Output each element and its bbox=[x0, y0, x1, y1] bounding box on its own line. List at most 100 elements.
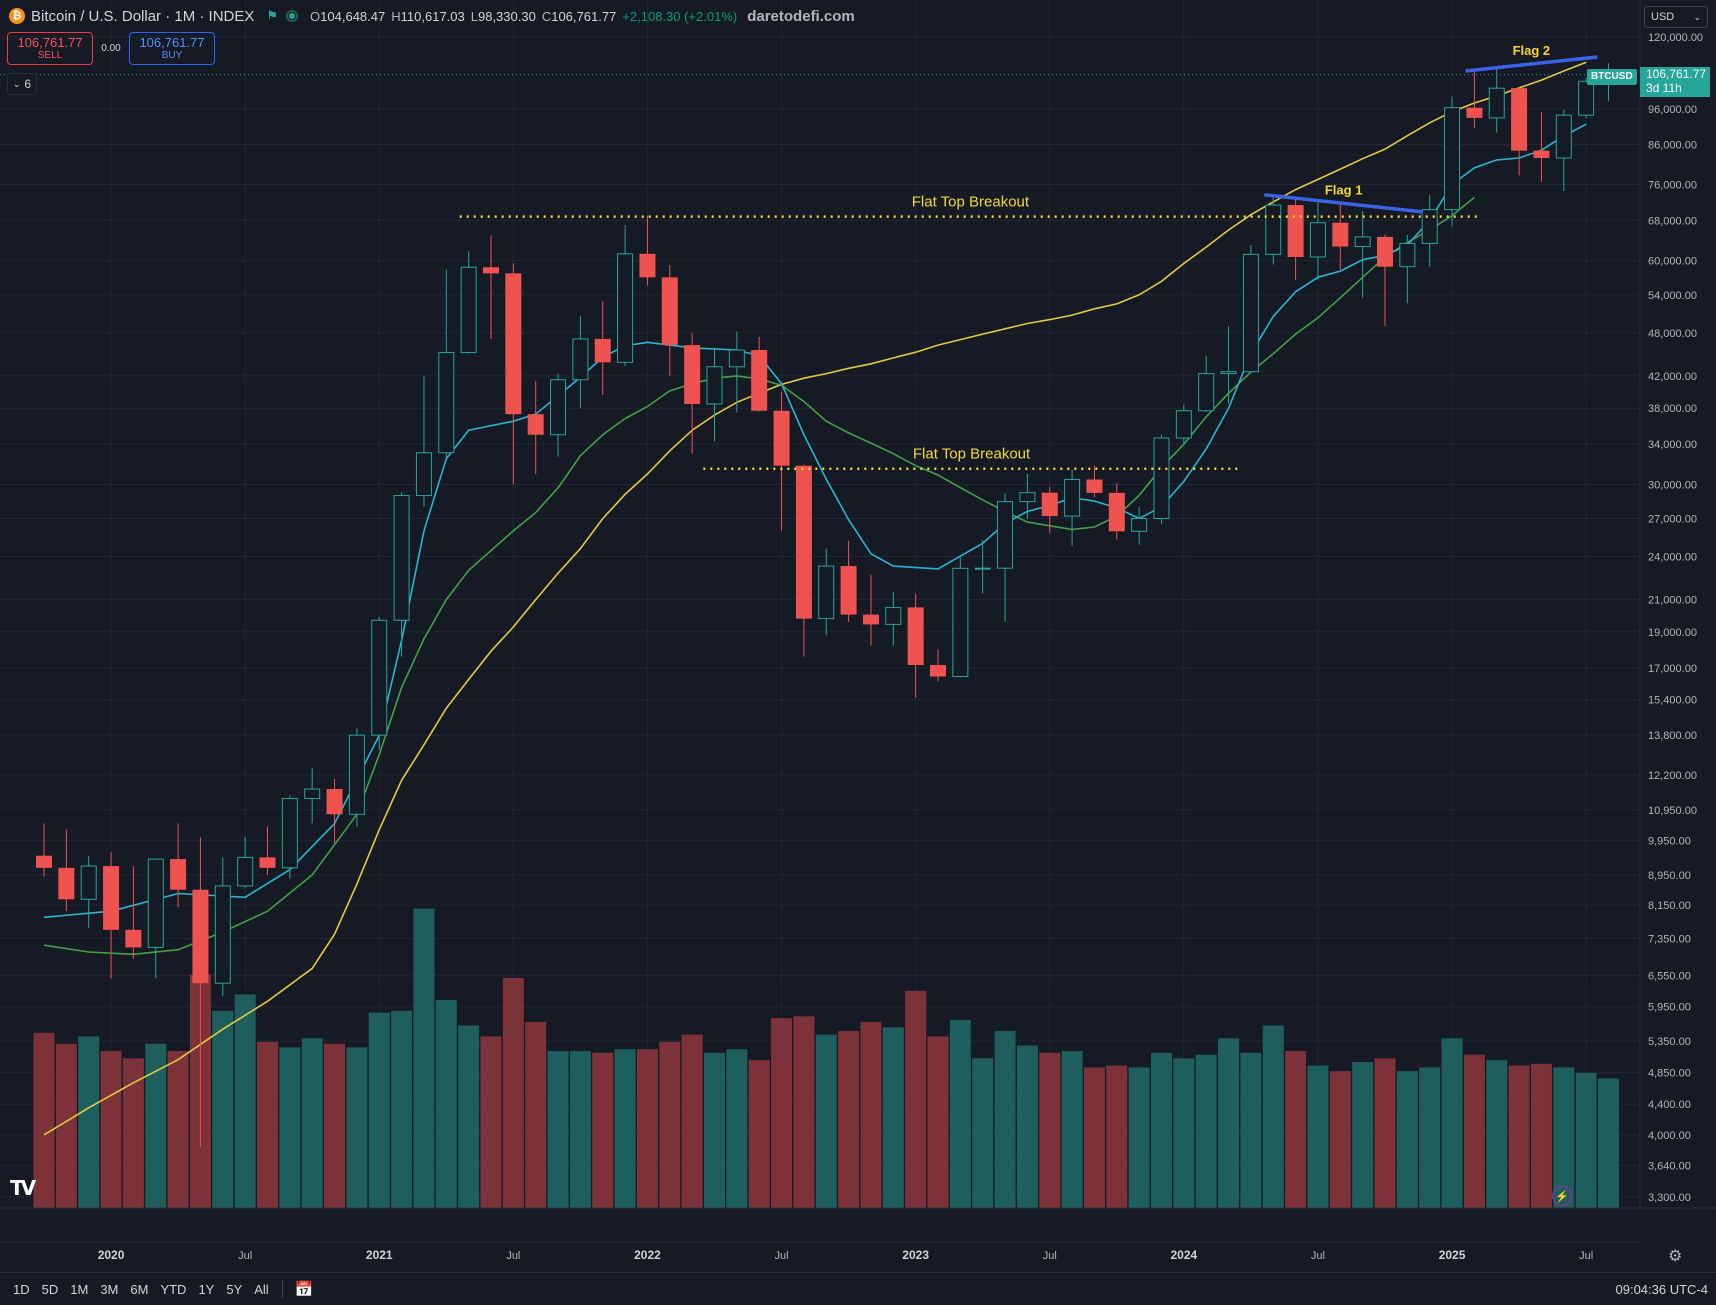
price-tick-label: 4,400.00 bbox=[1648, 1099, 1691, 1111]
range-5y-button[interactable]: 5Y bbox=[226, 1281, 243, 1297]
candle-body bbox=[393, 495, 410, 621]
buy-label: BUY bbox=[161, 50, 183, 61]
volume-bar bbox=[458, 1025, 480, 1208]
time-tick-label: Jul bbox=[1311, 1250, 1325, 1262]
range-6m-button[interactable]: 6M bbox=[130, 1281, 149, 1297]
trade-panel: 106,761.77 SELL 0.00 106,761.77 BUY bbox=[7, 32, 215, 65]
volume-bar bbox=[122, 1058, 144, 1208]
price-axis-bg bbox=[1640, 0, 1716, 1272]
range-1m-button[interactable]: 1M bbox=[70, 1281, 89, 1297]
market-status-icon[interactable] bbox=[286, 10, 299, 22]
candle-body bbox=[550, 379, 567, 436]
volume-bar bbox=[681, 1034, 703, 1208]
volume-bar bbox=[1173, 1058, 1195, 1208]
volume-bar bbox=[882, 1027, 904, 1208]
breakout-label: Flat Top Breakout bbox=[912, 194, 1030, 211]
candle-body bbox=[1019, 492, 1036, 503]
price-tick-label: 15,400.00 bbox=[1648, 695, 1697, 707]
range-all-button[interactable]: All bbox=[254, 1281, 269, 1297]
volume-bar bbox=[1016, 1045, 1038, 1208]
candle-body bbox=[684, 345, 701, 404]
candle-body bbox=[594, 338, 611, 363]
buy-button[interactable]: 106,761.77 BUY bbox=[129, 32, 215, 65]
time-tick-label: Jul bbox=[775, 1250, 789, 1262]
volume-bar bbox=[1039, 1052, 1061, 1208]
symbol-title[interactable]: Bitcoin / U.S. Dollar · 1M · INDEX bbox=[31, 7, 255, 25]
volume-bar bbox=[1307, 1065, 1329, 1208]
ma-mid-line bbox=[43, 196, 1475, 956]
candle-body bbox=[572, 338, 589, 381]
volume-bar bbox=[1061, 1051, 1083, 1208]
volume-bar bbox=[905, 990, 927, 1208]
flag-icon[interactable]: ⚑ bbox=[266, 8, 279, 23]
volume-bar bbox=[1530, 1063, 1552, 1208]
time-tick-label: Jul bbox=[506, 1250, 520, 1262]
range-3m-button[interactable]: 3M bbox=[100, 1281, 119, 1297]
volume-bar bbox=[234, 994, 256, 1208]
range-5d-button[interactable]: 5D bbox=[41, 1281, 59, 1297]
time-tick-label: 2023 bbox=[902, 1248, 929, 1262]
gear-icon[interactable]: ⚙ bbox=[1668, 1248, 1683, 1265]
volume-bar bbox=[279, 1047, 301, 1208]
candle-body bbox=[1198, 373, 1215, 412]
last-price-label: 106,761.77 3d 11h bbox=[1640, 67, 1710, 97]
volume-bar bbox=[569, 1051, 591, 1208]
currency-select[interactable]: USD ⌄ bbox=[1644, 6, 1708, 28]
currency-value: USD bbox=[1651, 11, 1675, 23]
indicators-toggle[interactable]: ⌄ 6 bbox=[7, 73, 37, 95]
time-tick-label: Jul bbox=[238, 1250, 252, 1262]
candle-body bbox=[751, 350, 768, 411]
volume-bar bbox=[301, 1038, 323, 1208]
candle-body bbox=[639, 253, 656, 278]
close-value: 106,761.77 bbox=[551, 8, 617, 24]
brand-watermark: daretodefi.com bbox=[747, 7, 855, 25]
candle-body bbox=[1175, 410, 1192, 439]
range-ytd-button[interactable]: YTD bbox=[160, 1281, 187, 1297]
candle-body bbox=[1309, 222, 1326, 258]
chart-header: ₿ Bitcoin / U.S. Dollar · 1M · INDEX ⚑ O… bbox=[0, 0, 855, 32]
tradingview-logo[interactable]: TV bbox=[10, 1176, 36, 1200]
candle-body bbox=[1220, 371, 1237, 375]
range-1d-button[interactable]: 1D bbox=[13, 1281, 30, 1297]
volume-bar bbox=[1083, 1067, 1105, 1208]
volume-bar bbox=[1285, 1051, 1307, 1208]
price-tick-label: 4,850.00 bbox=[1648, 1068, 1691, 1080]
candle-body bbox=[125, 929, 142, 948]
candle-body bbox=[103, 866, 120, 930]
price-tick-label: 120,000.00 bbox=[1648, 32, 1703, 44]
candle-body bbox=[1153, 437, 1170, 520]
candle-body bbox=[1086, 479, 1103, 493]
candle-body bbox=[617, 253, 634, 363]
volume-bar bbox=[748, 1060, 770, 1208]
price-tick-label: 68,000.00 bbox=[1648, 215, 1697, 227]
volume-bar bbox=[994, 1030, 1016, 1208]
candle-body bbox=[840, 566, 857, 615]
candle-body bbox=[237, 856, 254, 887]
price-tick-label: 60,000.00 bbox=[1648, 256, 1697, 268]
candle-body bbox=[192, 889, 209, 984]
clock[interactable]: 09:04:36 UTC-4 bbox=[1615, 1281, 1709, 1297]
sell-button[interactable]: 106,761.77 SELL bbox=[7, 32, 93, 65]
flag-line bbox=[1465, 55, 1598, 73]
volume-bar bbox=[1575, 1072, 1597, 1208]
volume-bar bbox=[771, 1018, 793, 1208]
flag-label: Flag 2 bbox=[1513, 43, 1551, 58]
time-tick-label: 2022 bbox=[634, 1248, 661, 1262]
volume-bar bbox=[972, 1058, 994, 1208]
candle-body bbox=[281, 798, 298, 869]
volume-bar bbox=[815, 1034, 837, 1208]
candle-body bbox=[974, 567, 991, 570]
price-tick-label: 4,000.00 bbox=[1648, 1130, 1691, 1142]
flag-line bbox=[1264, 193, 1424, 214]
candle-body bbox=[1421, 209, 1438, 244]
price-tick-label: 30,000.00 bbox=[1648, 479, 1697, 491]
price-tick-label: 6,550.00 bbox=[1648, 971, 1691, 983]
range-1y-button[interactable]: 1Y bbox=[198, 1281, 215, 1297]
volume-bar bbox=[1218, 1038, 1240, 1208]
calendar-icon[interactable]: 📅 bbox=[294, 1281, 314, 1298]
volume-bar bbox=[1508, 1065, 1530, 1208]
volume-bar bbox=[614, 1049, 636, 1208]
lightning-icon[interactable]: ⚡ bbox=[1552, 1186, 1572, 1206]
volume-bar bbox=[838, 1030, 860, 1208]
